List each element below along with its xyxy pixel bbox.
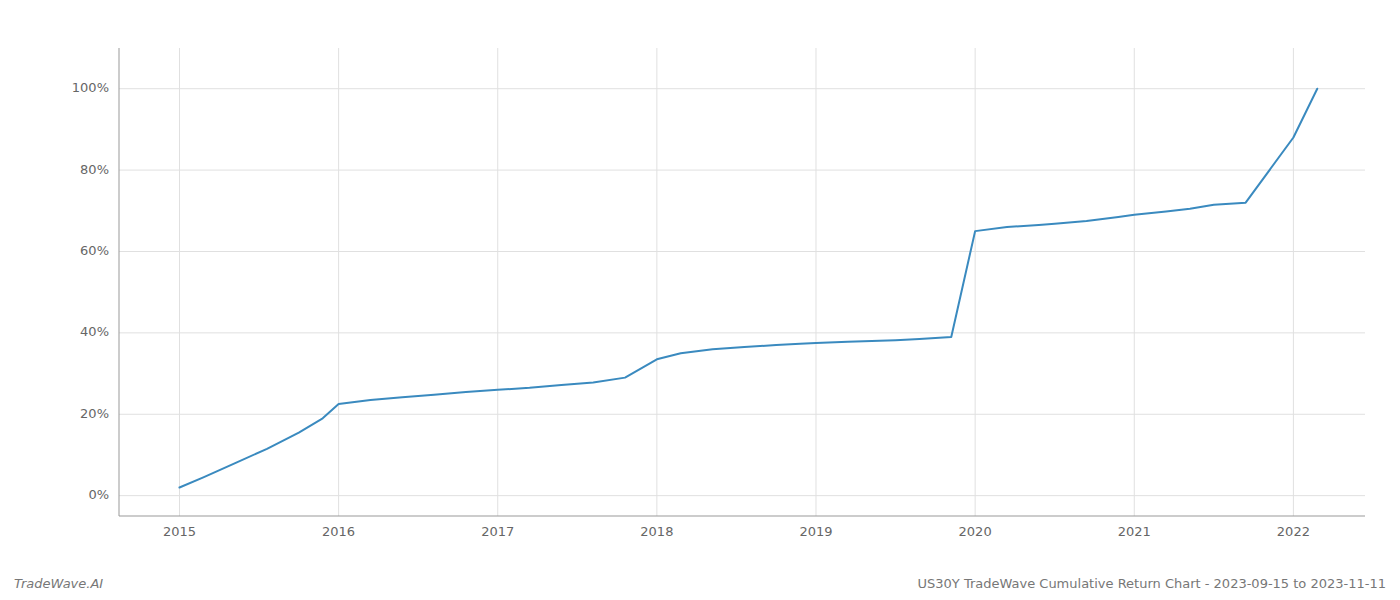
- x-grid-line: [975, 48, 976, 516]
- y-axis-line: [119, 48, 120, 516]
- y-tick-label: 80%: [80, 162, 109, 177]
- x-grid-line: [656, 48, 657, 516]
- axes: [119, 48, 1365, 516]
- x-tick-label: 2018: [640, 524, 673, 539]
- x-tick-label: 2017: [481, 524, 514, 539]
- y-tick-label: 0%: [88, 487, 109, 502]
- plot-area: [179, 89, 1317, 488]
- watermark: TradeWave.AI: [14, 576, 103, 591]
- line: [179, 89, 1317, 488]
- x-tick-label: 2016: [322, 524, 355, 539]
- x-grid-line: [179, 48, 180, 516]
- x-grid-line: [338, 48, 339, 516]
- y-grid-line: [119, 170, 1365, 171]
- x-tick-label: 2022: [1277, 524, 1310, 539]
- y-tick-label: 100%: [72, 80, 109, 95]
- texts: 0% 20% 40% 60% 80% 100% 2015 2016 2017 2018 2019 20…: [14, 80, 1386, 591]
- x-grid-line: [1293, 48, 1294, 516]
- x-grid-line: [497, 48, 498, 516]
- y-grid-line: [119, 495, 1365, 496]
- y-grid-line: [119, 414, 1365, 415]
- y-tick-label: 40%: [80, 324, 109, 339]
- x-tick-label: 2015: [163, 524, 196, 539]
- x-tick-label: 2019: [799, 524, 832, 539]
- x-grid-line: [1134, 48, 1135, 516]
- y-grid-line: [119, 332, 1365, 333]
- y-tick-label: 60%: [80, 243, 109, 258]
- title: US30Y TradeWave Cumulative Return Chart …: [918, 576, 1386, 591]
- grid: [119, 48, 1365, 516]
- y-grid-line: [119, 251, 1365, 252]
- y-grid-line: [119, 88, 1365, 89]
- chart-svg: 0% 20% 40% 60% 80% 100% 2015 2016 2017 2018 2019 20…: [0, 0, 1400, 600]
- x-tick-label: 2021: [1118, 524, 1151, 539]
- y-tick-label: 20%: [80, 406, 109, 421]
- x-tick-label: 2020: [959, 524, 992, 539]
- chart-container: 0% 20% 40% 60% 80% 100% 2015 2016 2017 2018 2019 20…: [0, 0, 1400, 600]
- x-grid-line: [815, 48, 816, 516]
- x-axis-line: [119, 516, 1365, 517]
